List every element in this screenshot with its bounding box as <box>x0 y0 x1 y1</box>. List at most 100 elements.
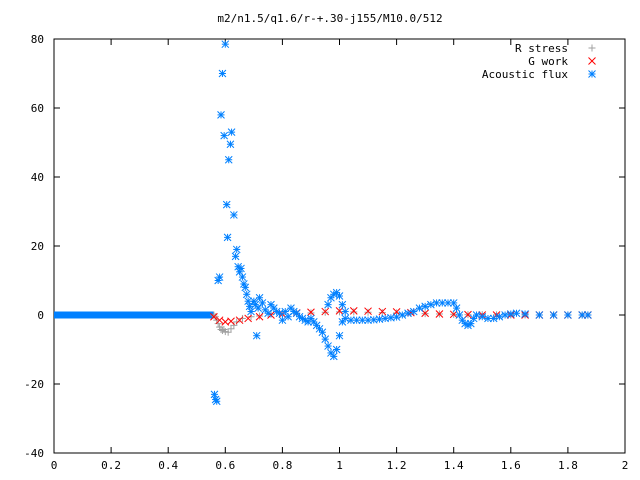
y-tick-label: -20 <box>24 378 44 391</box>
data-point <box>407 308 415 317</box>
y-tick-label: -40 <box>24 447 44 460</box>
series-acoustic-flux <box>210 40 592 406</box>
legend-label: G work <box>528 55 568 68</box>
data-point <box>224 155 233 164</box>
data-point <box>221 40 230 49</box>
data-point <box>241 283 250 292</box>
data-point <box>247 307 255 316</box>
data-point <box>242 290 251 299</box>
data-point <box>472 311 481 319</box>
data-point <box>227 128 236 137</box>
y-tick-label: 40 <box>31 171 44 184</box>
data-point <box>335 292 344 300</box>
legend-marker <box>588 57 596 65</box>
legend-label: Acoustic flux <box>482 68 568 81</box>
data-point <box>329 352 338 361</box>
data-point <box>227 317 235 326</box>
data-point <box>217 111 225 119</box>
x-tick-label: 0.2 <box>101 459 121 472</box>
data-point <box>218 69 227 78</box>
data-point <box>233 318 241 326</box>
data-point <box>221 328 229 336</box>
data-point <box>215 316 224 325</box>
data-point <box>232 245 241 254</box>
data-point <box>506 310 515 318</box>
data-point <box>318 328 327 337</box>
y-axis: -40 -20 0 20 40 60 80 <box>24 33 625 460</box>
data-point <box>238 273 247 281</box>
data-point <box>478 312 487 321</box>
data-point <box>255 312 264 321</box>
data-point <box>227 325 235 333</box>
data-point <box>584 311 592 319</box>
plot-frame <box>53 38 626 454</box>
data-point <box>258 299 267 307</box>
data-point <box>349 307 358 315</box>
legend-label: R stress <box>515 42 568 55</box>
data-point <box>224 328 232 336</box>
data-point <box>226 140 235 149</box>
x-axis: 0 0.2 0.4 0.6 0.8 1 1.2 1.4 1.6 1.8 2 <box>51 39 629 472</box>
x-tick-label: 1.6 <box>501 459 521 472</box>
data-point <box>415 304 424 312</box>
data-point <box>222 200 231 209</box>
x-tick-label: 2 <box>622 459 629 472</box>
data-point <box>489 314 498 323</box>
x-tick-label: 1.8 <box>558 459 578 472</box>
x-tick-label: 1 <box>336 459 343 472</box>
data-point <box>237 264 245 273</box>
data-point <box>275 309 284 318</box>
data-point <box>324 342 332 350</box>
data-point <box>244 314 252 323</box>
data-point <box>512 309 521 318</box>
data-point <box>324 300 332 309</box>
y-tick-label: 20 <box>31 240 44 253</box>
data-point <box>245 302 254 311</box>
data-point <box>212 397 221 406</box>
data-point <box>218 327 226 335</box>
data-point <box>350 308 358 316</box>
data-point <box>549 311 558 319</box>
data-point <box>341 314 350 323</box>
y-tick-label: 60 <box>31 102 44 115</box>
data-point <box>364 307 372 316</box>
data-point <box>427 300 435 309</box>
y-tick-label: 80 <box>31 33 44 46</box>
data-point <box>484 314 492 323</box>
data-point <box>378 307 387 316</box>
data-point <box>452 304 461 312</box>
data-point <box>564 311 572 319</box>
data-point <box>210 390 219 399</box>
data-point <box>461 319 469 328</box>
x-tick-label: 0 <box>51 459 58 472</box>
data-point <box>438 299 447 307</box>
x-tick-label: 0.6 <box>215 459 235 472</box>
legend-marker <box>588 44 596 52</box>
x-tick-label: 1.2 <box>387 459 407 472</box>
data-point <box>307 308 315 317</box>
data-point <box>404 309 412 318</box>
data-point <box>464 321 472 330</box>
data-point <box>238 314 246 322</box>
data-point <box>223 233 232 242</box>
data-point <box>210 312 218 321</box>
x-tick-label: 0.4 <box>158 459 178 472</box>
data-point <box>535 311 544 319</box>
data-point <box>321 335 330 344</box>
series-layer <box>54 40 592 406</box>
data-point <box>230 211 238 219</box>
data-point <box>338 300 347 309</box>
data-point <box>321 307 330 316</box>
data-point <box>230 321 238 329</box>
chart-title: m2/n1.5/q1.6/r-+.30-j155/M10.0/512 <box>217 12 442 25</box>
data-point <box>341 307 350 316</box>
data-point <box>495 312 504 321</box>
data-point <box>332 345 341 354</box>
data-point <box>521 310 529 318</box>
data-point <box>254 304 262 312</box>
data-point <box>421 302 430 311</box>
data-point <box>364 308 372 316</box>
data-point <box>466 319 475 328</box>
